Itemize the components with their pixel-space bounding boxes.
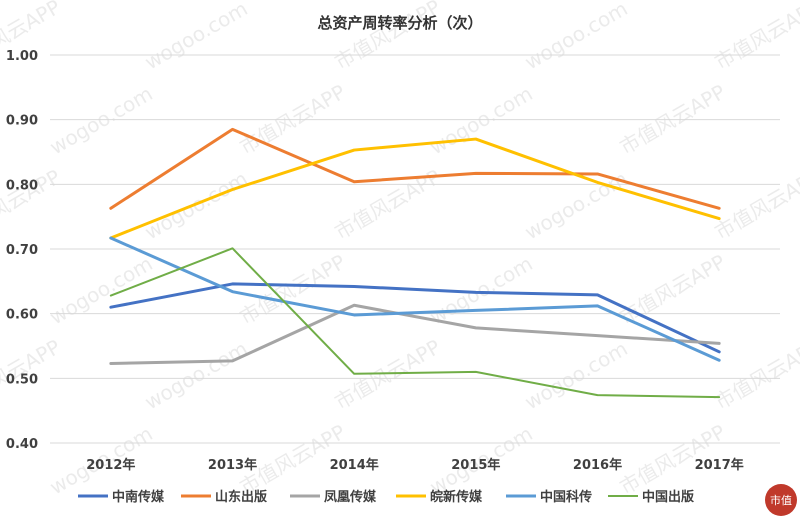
brand-logo: 市值 <box>765 484 797 516</box>
legend-label: 凤凰传媒 <box>324 489 377 505</box>
series-lines <box>109 127 721 399</box>
logo-text: 市值 <box>770 493 792 507</box>
watermark-text: wogoo.com <box>521 336 632 414</box>
watermark-text: wogoo.com <box>521 0 632 74</box>
watermark-text: 市值风云APP <box>711 165 800 245</box>
watermark-text: 市值风云APP <box>331 335 445 415</box>
watermark: 市值风云APP wogoo.com 市值风云APP wogoo.com 市值风云APPw… <box>0 0 800 499</box>
series-line-1 <box>109 282 721 354</box>
watermark-text: 市值风云APP <box>331 0 445 74</box>
x-tick-label: 2015年 <box>451 457 500 473</box>
series-line-4 <box>109 137 721 240</box>
chart-title: 总资产周转率分析（次） <box>317 14 482 32</box>
watermark-text: 市值风云APP <box>711 0 800 74</box>
series-line-6 <box>109 247 721 399</box>
x-tick-label: 2013年 <box>208 457 257 473</box>
y-tick-label: 0.90 <box>6 114 38 129</box>
y-tick-label: 0.80 <box>6 178 38 193</box>
watermark-text: 市值风云APP <box>0 165 65 245</box>
gridlines <box>50 54 780 444</box>
watermark-text: wogoo.com <box>426 81 537 159</box>
x-tick-label: 2012年 <box>86 457 135 473</box>
watermark-text: wogoo.com <box>141 0 252 74</box>
legend-label: 中国出版 <box>642 489 694 505</box>
legend: 中南传媒 山东出版 凤凰传媒 皖新传媒 中国科传 中国出版 <box>78 489 694 505</box>
watermark-text: 市值风云APP <box>236 250 350 330</box>
series-line-2 <box>109 127 721 210</box>
legend-label: 皖新传媒 <box>430 489 483 505</box>
legend-label: 中国科传 <box>540 489 592 505</box>
series-line-3 <box>109 303 721 365</box>
x-tick-label: 2016年 <box>573 457 622 473</box>
y-tick-label: 0.40 <box>6 437 38 452</box>
y-tick-label: 1.00 <box>6 49 38 64</box>
legend-label: 山东出版 <box>215 489 267 505</box>
watermark-text: wogoo.com <box>46 251 157 329</box>
x-tick-label: 2017年 <box>695 457 744 473</box>
watermark-text: 市值风云APP <box>711 335 800 415</box>
watermark-text: 市值风云APP <box>616 250 730 330</box>
y-tick-label: 0.70 <box>6 243 38 258</box>
x-axis-tick-labels: 2012年 2013年 2014年 2015年 2016年 2017年 <box>86 457 744 473</box>
legend-label: 中南传媒 <box>112 489 165 505</box>
y-tick-label: 0.60 <box>6 308 38 323</box>
y-tick-label: 0.50 <box>6 372 38 387</box>
watermark-text: wogoo.com <box>141 336 252 414</box>
watermark-text: wogoo.com <box>46 81 157 159</box>
series-line-5 <box>109 236 721 362</box>
x-tick-label: 2014年 <box>330 457 379 473</box>
y-axis-tick-labels: 0.40 0.50 0.60 0.70 0.80 0.90 1.00 <box>6 49 38 452</box>
